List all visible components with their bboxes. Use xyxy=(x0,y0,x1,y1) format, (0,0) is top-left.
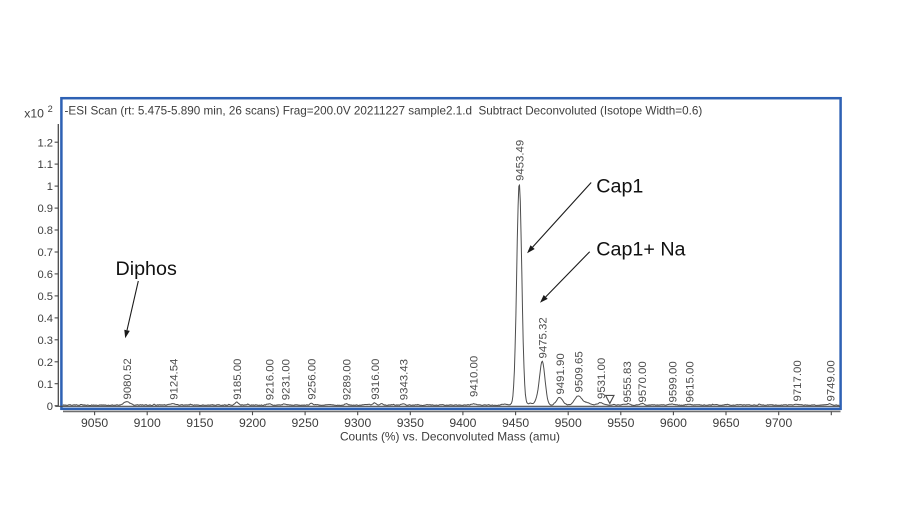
svg-text:9500: 9500 xyxy=(555,416,582,430)
svg-text:1.2: 1.2 xyxy=(37,137,53,149)
svg-text:0.8: 0.8 xyxy=(37,225,53,237)
svg-text:0.3: 0.3 xyxy=(37,335,53,347)
svg-text:9231.00: 9231.00 xyxy=(280,359,292,400)
svg-text:9615.00: 9615.00 xyxy=(685,361,697,402)
svg-text:1.1: 1.1 xyxy=(37,159,53,171)
svg-text:1: 1 xyxy=(47,181,53,193)
svg-text:0.9: 0.9 xyxy=(37,203,53,215)
svg-text:9700: 9700 xyxy=(765,416,792,430)
svg-text:9570.00: 9570.00 xyxy=(637,361,649,402)
svg-text:Cap1: Cap1 xyxy=(596,176,643,198)
svg-text:0.7: 0.7 xyxy=(37,247,53,259)
svg-text:Counts (%) vs. Deconvoluted Ma: Counts (%) vs. Deconvoluted Mass (amu) xyxy=(340,430,560,444)
svg-text:0.5: 0.5 xyxy=(37,291,53,303)
svg-text:9599.00: 9599.00 xyxy=(668,361,680,402)
svg-text:0.4: 0.4 xyxy=(37,313,53,325)
svg-text:9250: 9250 xyxy=(292,416,319,430)
svg-text:9749.00: 9749.00 xyxy=(826,360,838,401)
svg-text:9050: 9050 xyxy=(81,416,108,430)
svg-text:9124.54: 9124.54 xyxy=(168,359,180,400)
svg-text:9453.49: 9453.49 xyxy=(515,140,527,181)
svg-text:9150: 9150 xyxy=(186,416,213,430)
svg-text:9650: 9650 xyxy=(712,416,739,430)
svg-text:9256.00: 9256.00 xyxy=(307,359,319,400)
svg-text:9531.00: 9531.00 xyxy=(596,358,608,399)
svg-text:9343.43: 9343.43 xyxy=(399,359,411,400)
svg-text:0.6: 0.6 xyxy=(37,269,53,281)
svg-text:9509.65: 9509.65 xyxy=(574,351,586,392)
svg-text:Cap1+ Na: Cap1+ Na xyxy=(596,239,685,261)
svg-text:9450: 9450 xyxy=(502,416,529,430)
svg-text:9200: 9200 xyxy=(239,416,266,430)
svg-text:9550: 9550 xyxy=(607,416,634,430)
svg-text:9289.00: 9289.00 xyxy=(341,359,353,400)
svg-text:9316.00: 9316.00 xyxy=(370,359,382,400)
svg-text:9100: 9100 xyxy=(134,416,161,430)
svg-text:9216.00: 9216.00 xyxy=(265,359,277,400)
svg-text:9491.90: 9491.90 xyxy=(555,353,567,394)
svg-text:9410.00: 9410.00 xyxy=(469,356,481,397)
svg-text:2: 2 xyxy=(48,104,53,114)
svg-text:0.2: 0.2 xyxy=(37,357,53,369)
svg-text:9475.32: 9475.32 xyxy=(538,317,550,358)
svg-text:9080.52: 9080.52 xyxy=(122,358,134,399)
svg-text:9300: 9300 xyxy=(344,416,371,430)
svg-text:9350: 9350 xyxy=(397,416,424,430)
svg-text:9185.00: 9185.00 xyxy=(232,359,244,400)
svg-text:x10: x10 xyxy=(24,106,44,120)
svg-text:9717.00: 9717.00 xyxy=(792,360,804,401)
svg-text:9600: 9600 xyxy=(660,416,687,430)
svg-text:9555.83: 9555.83 xyxy=(622,361,634,402)
svg-text:-ESI Scan (rt: 5.475-5.890 min: -ESI Scan (rt: 5.475-5.890 min, 26 scans… xyxy=(65,104,703,117)
svg-text:9400: 9400 xyxy=(449,416,476,430)
svg-text:Diphos: Diphos xyxy=(116,258,177,280)
svg-text:0.1: 0.1 xyxy=(37,379,53,391)
svg-text:0: 0 xyxy=(47,401,53,413)
